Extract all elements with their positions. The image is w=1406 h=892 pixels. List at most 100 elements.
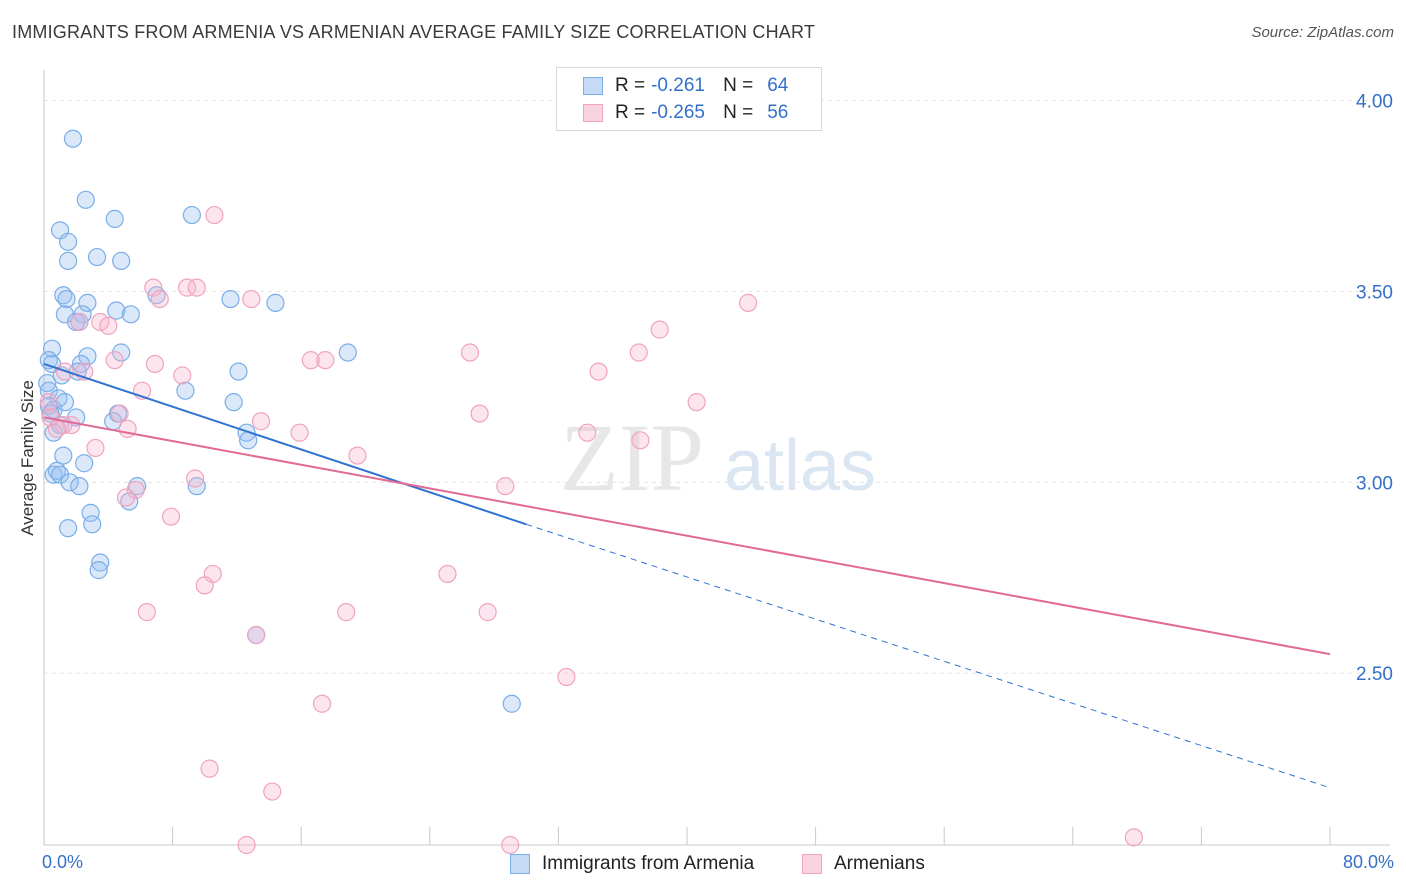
point-armenians bbox=[195, 576, 214, 595]
legend-n-value: 64 bbox=[767, 75, 789, 96]
point-armenians bbox=[301, 351, 320, 370]
point-immigrants bbox=[59, 251, 78, 270]
legend-n-value: 56 bbox=[767, 102, 789, 123]
point-armenians bbox=[247, 625, 266, 645]
point-immigrants bbox=[78, 347, 97, 366]
x-tick-max: 80.0% bbox=[1342, 852, 1394, 872]
point-armenians bbox=[200, 759, 219, 778]
point-immigrants bbox=[338, 343, 357, 362]
point-armenians bbox=[150, 289, 169, 309]
point-immigrants bbox=[266, 293, 285, 312]
point-armenians bbox=[738, 293, 758, 312]
point-armenians bbox=[251, 412, 271, 431]
point-armenians bbox=[205, 205, 224, 225]
legend-n-label: N = bbox=[723, 75, 754, 96]
point-armenians bbox=[41, 408, 60, 427]
legend-r-label: R = bbox=[615, 75, 646, 96]
point-immigrants bbox=[107, 301, 126, 320]
point-armenians bbox=[99, 316, 118, 335]
point-armenians bbox=[629, 343, 648, 362]
y-tick-label: 3.00 bbox=[1356, 473, 1393, 494]
point-immigrants bbox=[57, 289, 76, 309]
bottom-legend-label: Armenians bbox=[834, 853, 925, 874]
legend-swatch-blue bbox=[583, 77, 603, 95]
point-armenians bbox=[86, 438, 105, 458]
bottom-legend-swatch-pink bbox=[802, 854, 822, 874]
point-immigrants bbox=[112, 343, 131, 362]
y-tick-label: 4.00 bbox=[1356, 92, 1393, 113]
point-immigrants bbox=[224, 393, 243, 412]
y-tick-label: 2.50 bbox=[1356, 664, 1393, 685]
point-immigrants bbox=[54, 446, 73, 465]
point-armenians bbox=[589, 362, 608, 381]
y-tick-label: 3.50 bbox=[1356, 282, 1393, 303]
point-immigrants bbox=[55, 393, 74, 412]
legend-n-label: N = bbox=[723, 102, 754, 123]
point-immigrants bbox=[87, 247, 107, 267]
legend-row-immigrants: R = -0.261 N = 64 bbox=[583, 74, 788, 98]
point-immigrants bbox=[76, 190, 95, 209]
point-immigrants bbox=[60, 473, 79, 492]
point-armenians bbox=[116, 488, 136, 507]
point-immigrants bbox=[221, 289, 240, 309]
point-armenians bbox=[290, 423, 309, 442]
point-armenians bbox=[478, 603, 497, 622]
data-points bbox=[38, 129, 1143, 855]
point-immigrants bbox=[42, 339, 62, 358]
point-immigrants bbox=[70, 477, 89, 496]
point-immigrants bbox=[237, 423, 256, 442]
bottom-legend-label: Immigrants from Armenia bbox=[542, 853, 755, 874]
point-immigrants bbox=[176, 381, 195, 400]
bottom-legend-immigrants: Immigrants from Armenia bbox=[510, 852, 754, 876]
watermark-atlas: atlas bbox=[724, 426, 876, 506]
stats-legend: R = -0.261 N = 64 R = -0.265 N = 56 bbox=[556, 67, 822, 131]
point-immigrants bbox=[91, 553, 110, 572]
point-immigrants bbox=[81, 503, 100, 522]
legend-swatch-pink bbox=[583, 104, 603, 122]
point-armenians bbox=[105, 351, 124, 370]
legend-r-label: R = bbox=[615, 102, 646, 123]
point-armenians bbox=[186, 469, 205, 488]
point-armenians bbox=[144, 278, 163, 297]
x-tick-min: 0.0% bbox=[42, 852, 84, 872]
point-armenians bbox=[650, 320, 669, 339]
point-armenians bbox=[161, 507, 181, 526]
point-immigrants bbox=[59, 519, 78, 538]
point-armenians bbox=[557, 667, 576, 687]
chart-title: IMMIGRANTS FROM ARMENIA VS ARMENIAN AVER… bbox=[12, 22, 816, 42]
legend-r-value: -0.265 bbox=[651, 102, 705, 123]
point-immigrants bbox=[63, 129, 83, 148]
point-immigrants bbox=[121, 305, 140, 324]
point-immigrants bbox=[502, 694, 521, 713]
y-axis-label: Average Family Size bbox=[18, 380, 37, 536]
point-armenians bbox=[173, 366, 192, 385]
point-immigrants bbox=[105, 209, 124, 228]
point-armenians bbox=[316, 351, 335, 370]
point-armenians bbox=[1124, 828, 1143, 847]
point-armenians bbox=[263, 782, 282, 801]
trend-line-armenians bbox=[43, 416, 1331, 656]
point-armenians bbox=[126, 480, 145, 500]
point-armenians bbox=[578, 423, 597, 442]
point-armenians bbox=[187, 278, 206, 297]
y-tick-labels: 2.50 3.00 3.50 4.00 bbox=[1356, 92, 1393, 686]
point-armenians bbox=[137, 603, 156, 622]
legend-row-armenians: R = -0.265 N = 56 bbox=[583, 101, 788, 125]
point-armenians bbox=[501, 835, 520, 855]
watermark: ZIP atlas bbox=[560, 404, 876, 511]
point-armenians bbox=[237, 835, 256, 855]
point-armenians bbox=[631, 431, 650, 450]
point-immigrants bbox=[50, 465, 70, 484]
point-armenians bbox=[438, 564, 457, 584]
point-armenians bbox=[39, 393, 58, 412]
point-immigrants bbox=[89, 561, 108, 580]
point-immigrants bbox=[78, 293, 97, 312]
source-credit: Source: ZipAtlas.com bbox=[1251, 24, 1394, 41]
point-immigrants bbox=[59, 232, 78, 251]
trend-lines bbox=[43, 363, 1331, 789]
point-immigrants bbox=[38, 373, 57, 393]
point-armenians bbox=[145, 354, 165, 374]
point-armenians bbox=[496, 477, 515, 496]
point-armenians bbox=[177, 278, 197, 297]
